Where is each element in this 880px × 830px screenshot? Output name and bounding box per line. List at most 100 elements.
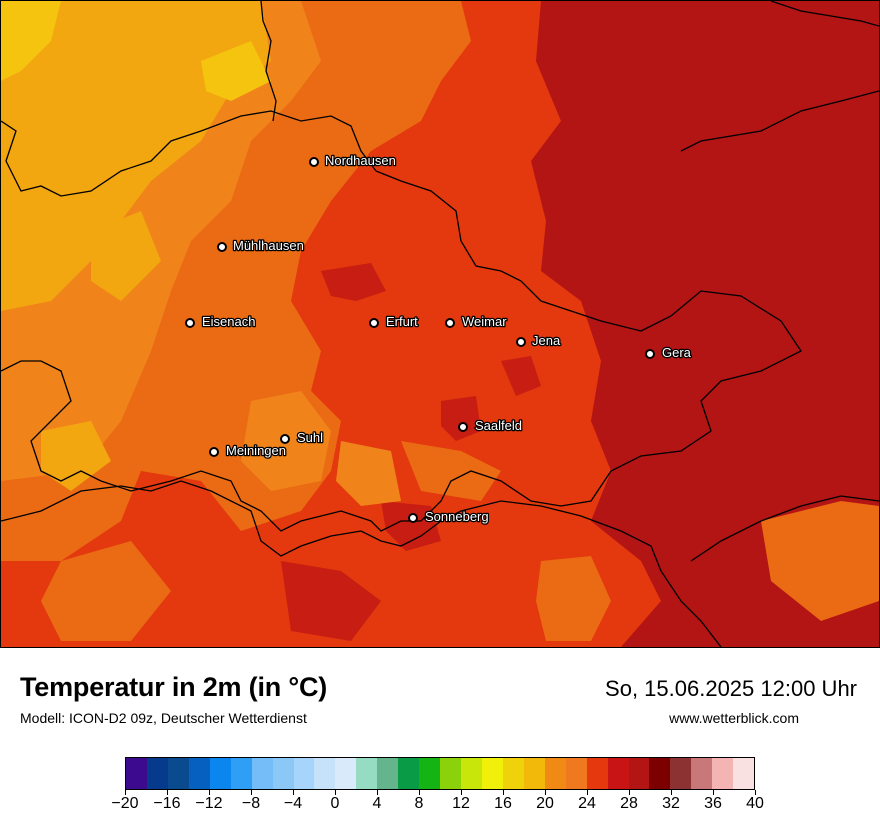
region-24e (41, 541, 171, 641)
color-legend-ticks: −20 −16 −12 −8 −4 0 4 8 12 16 20 24 28 32 36 40 (111, 790, 764, 830)
region-28e (501, 356, 541, 396)
legend-swatch (628, 758, 650, 789)
legend-tick-mark (376, 790, 378, 795)
map-title: Temperatur in 2m (in °C) (20, 672, 328, 702)
legend-tick-label: 12 (452, 795, 470, 812)
state-borders (1, 1, 879, 647)
city-dot-icon (185, 318, 195, 328)
legend-tick-label: 32 (662, 795, 680, 812)
legend-tick-mark (334, 790, 336, 795)
region-24c (536, 556, 611, 641)
legend-swatch (419, 758, 441, 789)
legend-swatch (272, 758, 294, 789)
legend-swatch (523, 758, 545, 789)
city-gera[interactable]: Gera (645, 344, 693, 361)
city-erfurt[interactable]: Erfurt (369, 313, 419, 330)
legend-tick-label: −12 (195, 795, 223, 812)
city-label: Saalfeld (475, 418, 522, 433)
city-saalfeld[interactable]: Saalfeld (458, 417, 523, 434)
legend-swatch (733, 758, 755, 789)
city-sonneberg[interactable]: Sonneberg (408, 508, 490, 525)
region-28a (321, 263, 386, 301)
legend-tick-label: 4 (372, 795, 382, 812)
legend-swatch (398, 758, 420, 789)
legend-swatch (146, 758, 168, 789)
region-24d (761, 501, 879, 621)
city-dot-icon (280, 434, 290, 444)
forecast-datetime: So, 15.06.2025 12:00 Uhr (605, 676, 857, 701)
region-22c (336, 441, 401, 506)
city-suhl[interactable]: Suhl (280, 429, 324, 446)
region-20b (91, 211, 161, 301)
legend-tick-mark (124, 790, 126, 795)
legend-swatch (586, 758, 608, 789)
city-label: Nordhausen (325, 153, 396, 168)
legend-tick-mark (502, 790, 504, 795)
legend-tick-label: 24 (578, 795, 596, 812)
city-label: Jena (532, 333, 561, 348)
region-28d (281, 561, 381, 641)
city-dot-icon (209, 447, 219, 457)
legend-tick-mark (628, 790, 630, 795)
region-20c (41, 421, 111, 491)
legend-swatch (188, 758, 210, 789)
legend-tick-label: −8 (241, 795, 261, 812)
region-28b (441, 396, 481, 441)
city-label: Weimar (462, 314, 507, 329)
legend-tick-mark (250, 790, 252, 795)
legend-swatch (167, 758, 189, 789)
city-label: Suhl (297, 430, 323, 445)
legend-swatch (377, 758, 399, 789)
legend-swatch (502, 758, 524, 789)
city-label: Eisenach (202, 314, 255, 329)
region-20 (1, 1, 271, 311)
legend-swatch (461, 758, 482, 789)
city-dot-icon (458, 422, 468, 432)
legend-tick-mark (544, 790, 546, 795)
city-label: Erfurt (386, 314, 418, 329)
city-nordhausen[interactable]: Nordhausen (309, 152, 397, 169)
legend-tick-mark (418, 790, 420, 795)
city-muehlhausen[interactable]: Mühlhausen (217, 237, 305, 254)
legend-swatch (230, 758, 252, 789)
city-label: Meiningen (226, 443, 286, 458)
legend-swatch (314, 758, 336, 789)
legend-swatch (356, 758, 378, 789)
legend-tick-mark (460, 790, 462, 795)
model-source: Modell: ICON-D2 09z, Deutscher Wetterdie… (20, 710, 307, 726)
legend-swatch (335, 758, 357, 789)
legend-tick-label: −20 (111, 795, 139, 812)
legend-swatch (251, 758, 273, 789)
legend-tick-mark (292, 790, 294, 795)
legend-tick-label: 28 (620, 795, 638, 812)
website-link[interactable]: www.wetterblick.com (669, 710, 799, 726)
legend-swatch (565, 758, 587, 789)
legend-swatch (607, 758, 629, 789)
city-label: Gera (662, 345, 692, 360)
color-legend-bar (125, 757, 755, 790)
temperature-map-canvas: Nordhausen Mühlhausen Eisenach Erfurt We… (1, 1, 879, 647)
legend-swatch (544, 758, 566, 789)
city-jena[interactable]: Jena (516, 332, 562, 349)
legend-tick-mark (754, 790, 756, 795)
city-meiningen[interactable]: Meiningen (209, 442, 287, 459)
legend-tick-label: −16 (153, 795, 181, 812)
legend-swatch (126, 758, 147, 789)
legend-swatch (481, 758, 503, 789)
legend-tick-label: 40 (746, 795, 764, 812)
legend-swatch (293, 758, 315, 789)
city-eisenach[interactable]: Eisenach (185, 313, 257, 330)
city-dot-icon (217, 242, 227, 252)
city-dot-icon (445, 318, 455, 328)
temperature-map: Nordhausen Mühlhausen Eisenach Erfurt We… (0, 0, 880, 648)
region-28c (381, 501, 441, 551)
legend-swatch (691, 758, 713, 789)
city-weimar[interactable]: Weimar (445, 313, 509, 330)
legend-tick-mark (712, 790, 714, 795)
city-dot-icon (645, 349, 655, 359)
legend-tick-mark (208, 790, 210, 795)
legend-tick-label: 20 (536, 795, 554, 812)
city-markers: Nordhausen Mühlhausen Eisenach Erfurt We… (185, 152, 693, 525)
legend-swatch (712, 758, 734, 789)
legend-tick-mark (670, 790, 672, 795)
